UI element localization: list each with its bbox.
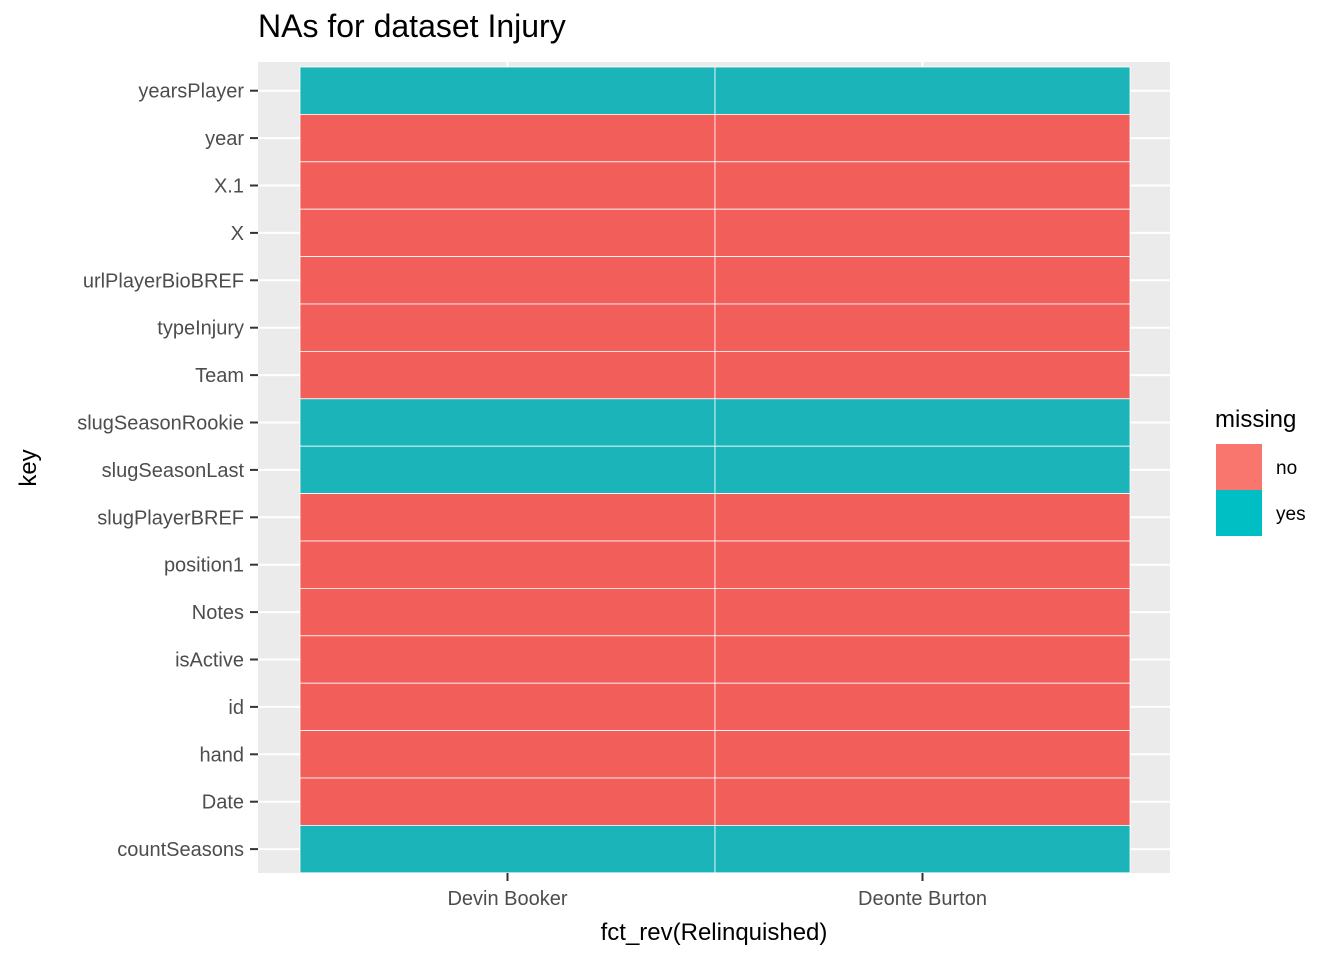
y-tick-label: id: [228, 697, 244, 719]
heatmap-tile: [714, 445, 1131, 495]
heatmap-tile: [299, 398, 716, 447]
y-tick-label: year: [205, 128, 244, 150]
y-tick-label: typeInjury: [157, 318, 244, 340]
y-axis-title: key: [15, 449, 42, 486]
y-tick-label: countSeasons: [117, 839, 244, 861]
legend: missing no yes: [1215, 406, 1306, 536]
chart-title: NAs for dataset Injury: [258, 8, 566, 44]
heatmap-tile: [714, 208, 1131, 257]
heatmap-tile: [714, 256, 1131, 305]
heatmap-tile: [299, 635, 716, 684]
legend-swatch-yes: [1216, 490, 1262, 536]
x-axis: Devin Booker Deonte Burton: [447, 873, 987, 910]
heatmap-tile: [299, 777, 716, 826]
heatmap-tile: [714, 350, 1131, 400]
heatmap-tile: [299, 682, 716, 732]
y-tick-label: slugSeasonLast: [102, 460, 245, 482]
heatmap-tile: [299, 540, 716, 589]
legend-swatch-no: [1216, 444, 1262, 490]
heatmap-tile: [299, 114, 716, 163]
heatmap-tile: [299, 161, 716, 210]
heatmap-tile: [714, 493, 1131, 542]
heatmap-tile: [299, 66, 716, 115]
heatmap-tile: [714, 303, 1131, 352]
heatmap-tile: [299, 303, 716, 352]
heatmap-tile: [299, 445, 716, 495]
heatmap-tile: [714, 66, 1131, 115]
y-tick-label: Notes: [192, 602, 244, 624]
heatmap-tile: [714, 588, 1131, 637]
heatmap-tile: [714, 398, 1131, 447]
heatmap-tile: [299, 208, 716, 257]
y-tick-label: yearsPlayer: [138, 81, 244, 103]
y-tick-label: position1: [164, 555, 244, 577]
heatmap-tile: [714, 161, 1131, 210]
y-tick-label: isActive: [175, 650, 244, 672]
heatmap-tile: [714, 682, 1131, 732]
legend-label-yes: yes: [1276, 504, 1306, 525]
y-tick-label: Date: [202, 792, 244, 814]
heatmap-tile: [714, 540, 1131, 589]
x-axis-title: fct_rev(Relinquished): [601, 919, 828, 946]
heatmap-tile: [299, 825, 716, 874]
heatmap-tile: [714, 635, 1131, 684]
x-tick-label: Deonte Burton: [858, 888, 987, 910]
heatmap-tile: [299, 256, 716, 305]
y-tick-label: X.1: [214, 176, 244, 198]
tiles: [299, 66, 1131, 874]
y-tick-label: slugPlayerBREF: [97, 507, 244, 529]
y-tick-label: X: [231, 223, 244, 245]
heatmap-tile: [714, 825, 1131, 874]
heatmap-tile: [299, 493, 716, 542]
y-tick-label: Team: [195, 365, 244, 387]
legend-title: missing: [1215, 406, 1296, 433]
heatmap-tile: [299, 588, 716, 637]
y-tick-label: slugSeasonRookie: [77, 413, 244, 435]
legend-label-no: no: [1276, 458, 1297, 479]
heatmap-tile: [714, 730, 1131, 779]
heatmap-tile: [299, 730, 716, 779]
x-tick-label: Devin Booker: [447, 888, 567, 910]
heatmap-tile: [299, 350, 716, 400]
heatmap-tile: [714, 777, 1131, 826]
heatmap-tile: [714, 114, 1131, 163]
y-tick-label: hand: [200, 744, 245, 766]
y-tick-label: urlPlayerBioBREF: [83, 270, 244, 292]
